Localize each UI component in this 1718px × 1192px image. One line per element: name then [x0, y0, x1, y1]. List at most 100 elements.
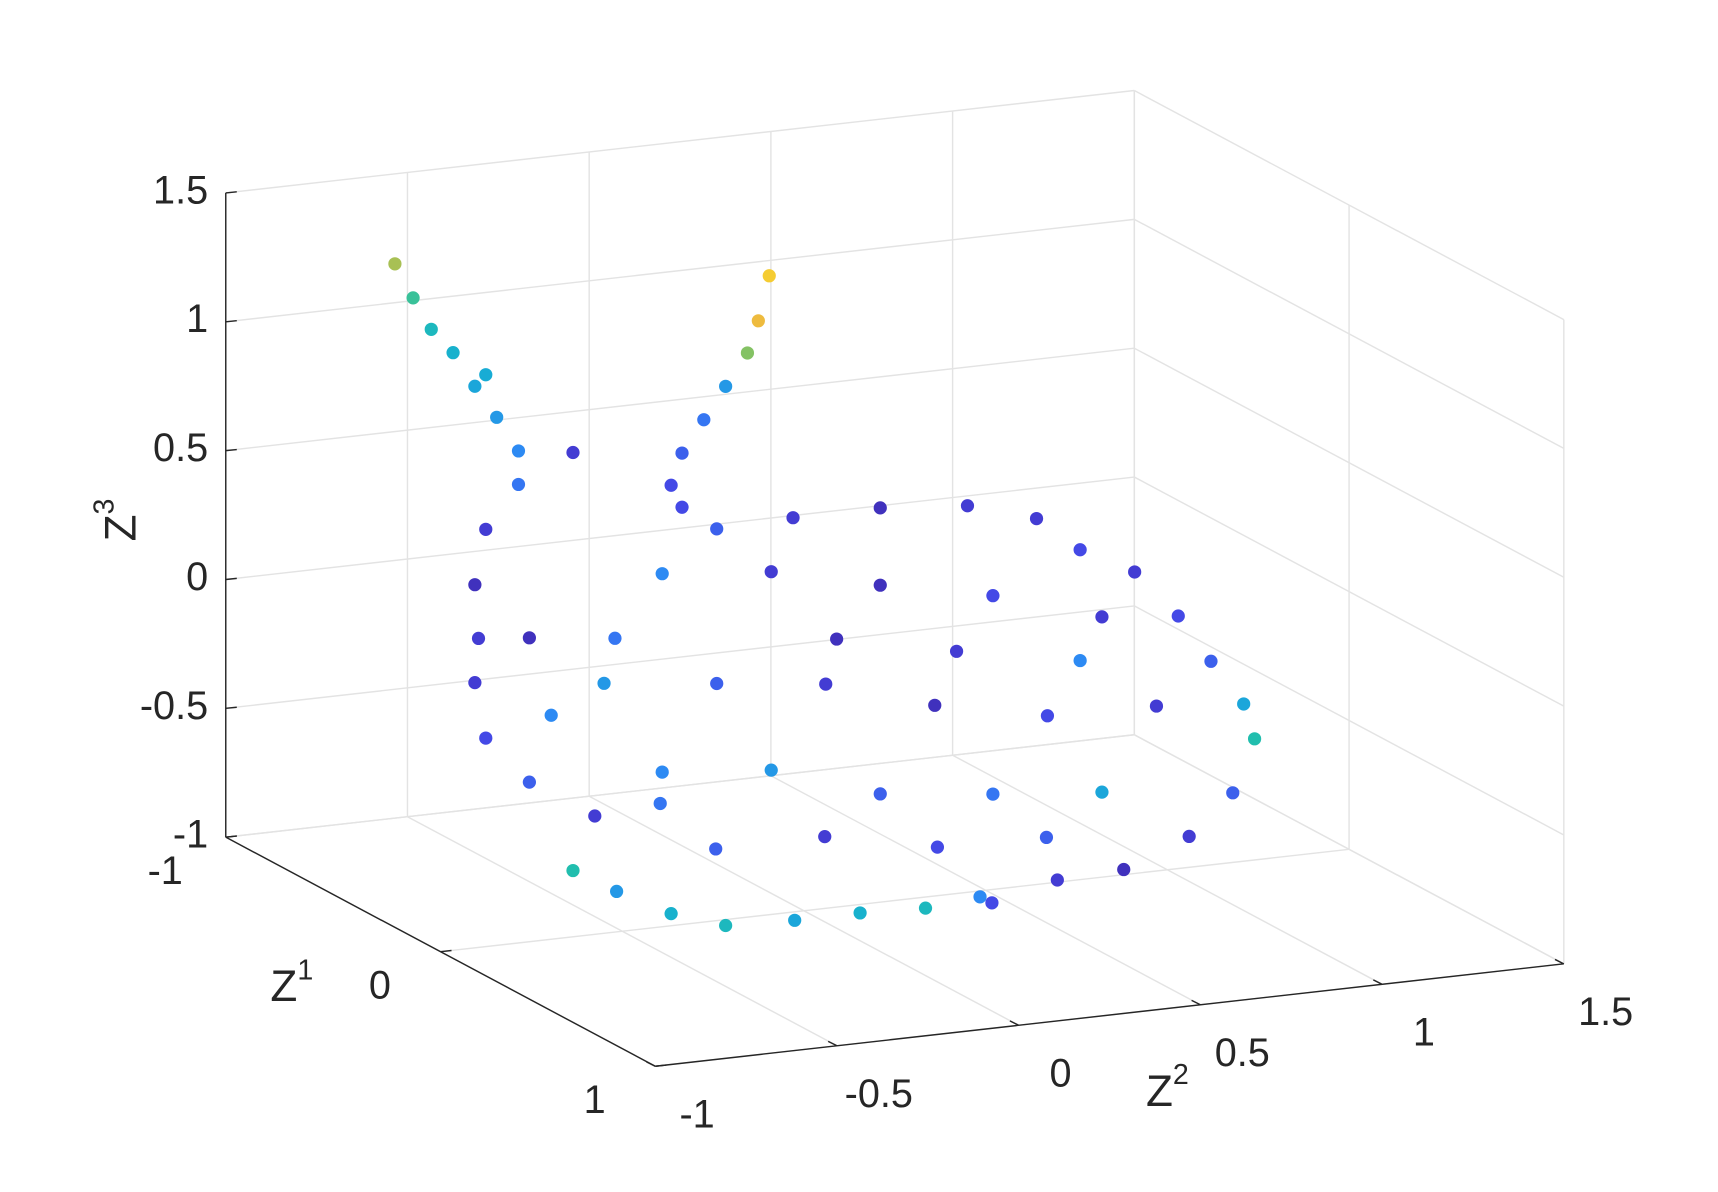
z-label-sup: 3	[88, 499, 120, 515]
x-tick-label: -1	[148, 849, 183, 893]
point	[655, 567, 669, 581]
z-label-text: Z	[96, 515, 145, 542]
y-tick	[827, 1040, 838, 1047]
x-tick-label: 1	[584, 1078, 606, 1122]
grid-layer	[225, 89, 1565, 1067]
point	[764, 763, 778, 777]
point	[468, 379, 482, 393]
y-tick	[646, 1061, 656, 1067]
grid-line	[225, 89, 1135, 194]
y-tick	[1009, 1020, 1020, 1026]
point	[544, 708, 558, 722]
point	[928, 698, 942, 712]
point	[1226, 786, 1240, 800]
point	[1247, 732, 1262, 746]
point	[653, 796, 667, 811]
x-tick	[225, 835, 237, 838]
point	[764, 565, 778, 579]
point	[1095, 785, 1109, 799]
z-tick	[225, 577, 237, 581]
y-tick-label: 0	[1050, 1051, 1072, 1095]
point	[710, 522, 724, 536]
point	[664, 907, 678, 921]
y-tick-label: 0.5	[1215, 1031, 1270, 1075]
point	[960, 499, 975, 513]
z-tick	[225, 706, 237, 710]
point	[675, 500, 689, 514]
y-tick	[1554, 958, 1565, 965]
point	[655, 765, 669, 779]
point	[949, 644, 964, 658]
points-layer	[388, 257, 1262, 933]
point	[719, 379, 733, 393]
y-tick-label: 1	[1413, 1010, 1435, 1054]
point	[873, 578, 887, 592]
point	[1040, 709, 1055, 723]
y-tick	[1191, 999, 1201, 1006]
x-axis-label: Z1	[270, 954, 313, 1011]
z-tick-label: 0	[186, 555, 208, 599]
grid-line	[225, 734, 1135, 838]
y-axis-label: Z2	[1146, 1059, 1189, 1116]
point	[446, 346, 460, 360]
point	[819, 677, 833, 691]
z-tick	[225, 319, 237, 323]
point	[719, 918, 733, 933]
point	[788, 913, 802, 927]
x-tick-label: 0	[369, 964, 391, 1008]
x-label-text: Z	[270, 962, 297, 1011]
axes-layer: -1 -0.5 0 0.5 1 1.5 -1 0 1 -1 -0.5 0 0.5 1 1.5	[140, 168, 1633, 1136]
point	[973, 890, 987, 904]
point	[930, 840, 945, 854]
point	[710, 676, 724, 691]
point	[608, 631, 622, 645]
z-axis-label: Z3	[88, 499, 145, 542]
y-label-sup: 2	[1173, 1059, 1189, 1091]
point	[830, 632, 844, 646]
grid-line	[225, 218, 1135, 323]
point	[697, 413, 711, 427]
point	[1182, 829, 1196, 844]
point	[406, 291, 420, 305]
grid-line	[440, 848, 1350, 953]
point	[709, 842, 723, 856]
point	[588, 809, 602, 823]
point	[1073, 653, 1087, 668]
point	[786, 511, 800, 525]
point	[740, 346, 755, 360]
point	[479, 522, 493, 536]
grid-line	[225, 347, 1135, 452]
point	[597, 676, 611, 690]
z-tick	[225, 191, 237, 194]
point	[471, 631, 486, 646]
point	[918, 901, 933, 915]
point	[566, 863, 580, 878]
x-label-sup: 1	[297, 954, 313, 986]
point	[1073, 543, 1087, 557]
point	[873, 501, 887, 515]
z-tick	[225, 448, 237, 452]
point	[566, 445, 580, 460]
point	[985, 896, 999, 910]
point	[818, 830, 832, 844]
y-tick-label: -1	[679, 1092, 714, 1136]
point	[468, 578, 482, 592]
y-axis-line	[655, 963, 1564, 1067]
point	[1095, 610, 1109, 624]
point	[762, 269, 776, 283]
point	[610, 884, 624, 899]
point	[1128, 565, 1142, 579]
point	[986, 589, 1000, 603]
y-label-text: Z	[1146, 1066, 1173, 1115]
z-tick-label: -1	[173, 813, 208, 857]
x-tick	[655, 1064, 667, 1067]
point	[424, 322, 438, 336]
point	[986, 787, 1000, 801]
point	[479, 368, 493, 382]
point	[675, 446, 689, 460]
point	[511, 477, 526, 492]
grid-line	[225, 476, 1135, 581]
z-tick-label: 1	[186, 297, 208, 341]
